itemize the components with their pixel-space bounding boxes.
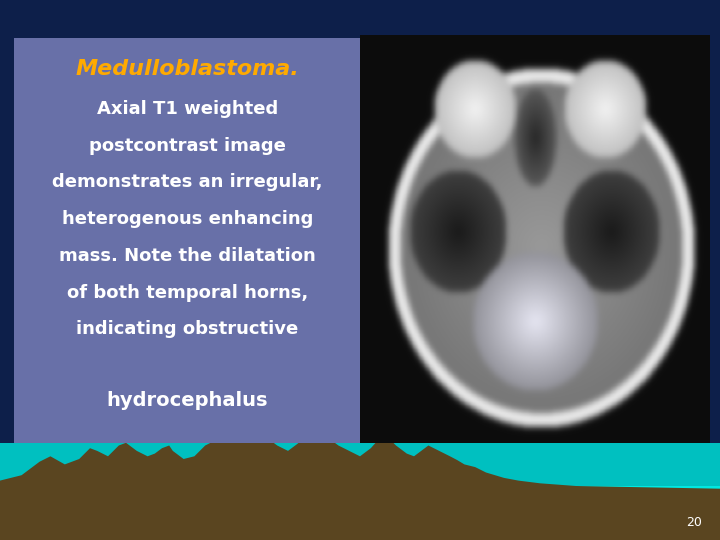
Polygon shape xyxy=(0,427,720,540)
Text: mass. Note the dilatation: mass. Note the dilatation xyxy=(59,247,315,265)
Text: of both temporal horns,: of both temporal horns, xyxy=(66,284,308,301)
Bar xyxy=(446,486,720,540)
Bar xyxy=(0,443,720,540)
Text: 20: 20 xyxy=(686,516,702,529)
Text: postcontrast image: postcontrast image xyxy=(89,137,286,154)
Text: Axial T1 weighted: Axial T1 weighted xyxy=(96,100,278,118)
Text: demonstrates an irregular,: demonstrates an irregular, xyxy=(52,173,323,191)
Text: Medulloblastoma.: Medulloblastoma. xyxy=(76,59,299,79)
Bar xyxy=(14,38,360,443)
Text: indicating obstructive: indicating obstructive xyxy=(76,320,298,338)
Bar xyxy=(0,0,720,35)
Text: hydrocephalus: hydrocephalus xyxy=(107,392,268,410)
Text: heterogenous enhancing: heterogenous enhancing xyxy=(61,210,313,228)
